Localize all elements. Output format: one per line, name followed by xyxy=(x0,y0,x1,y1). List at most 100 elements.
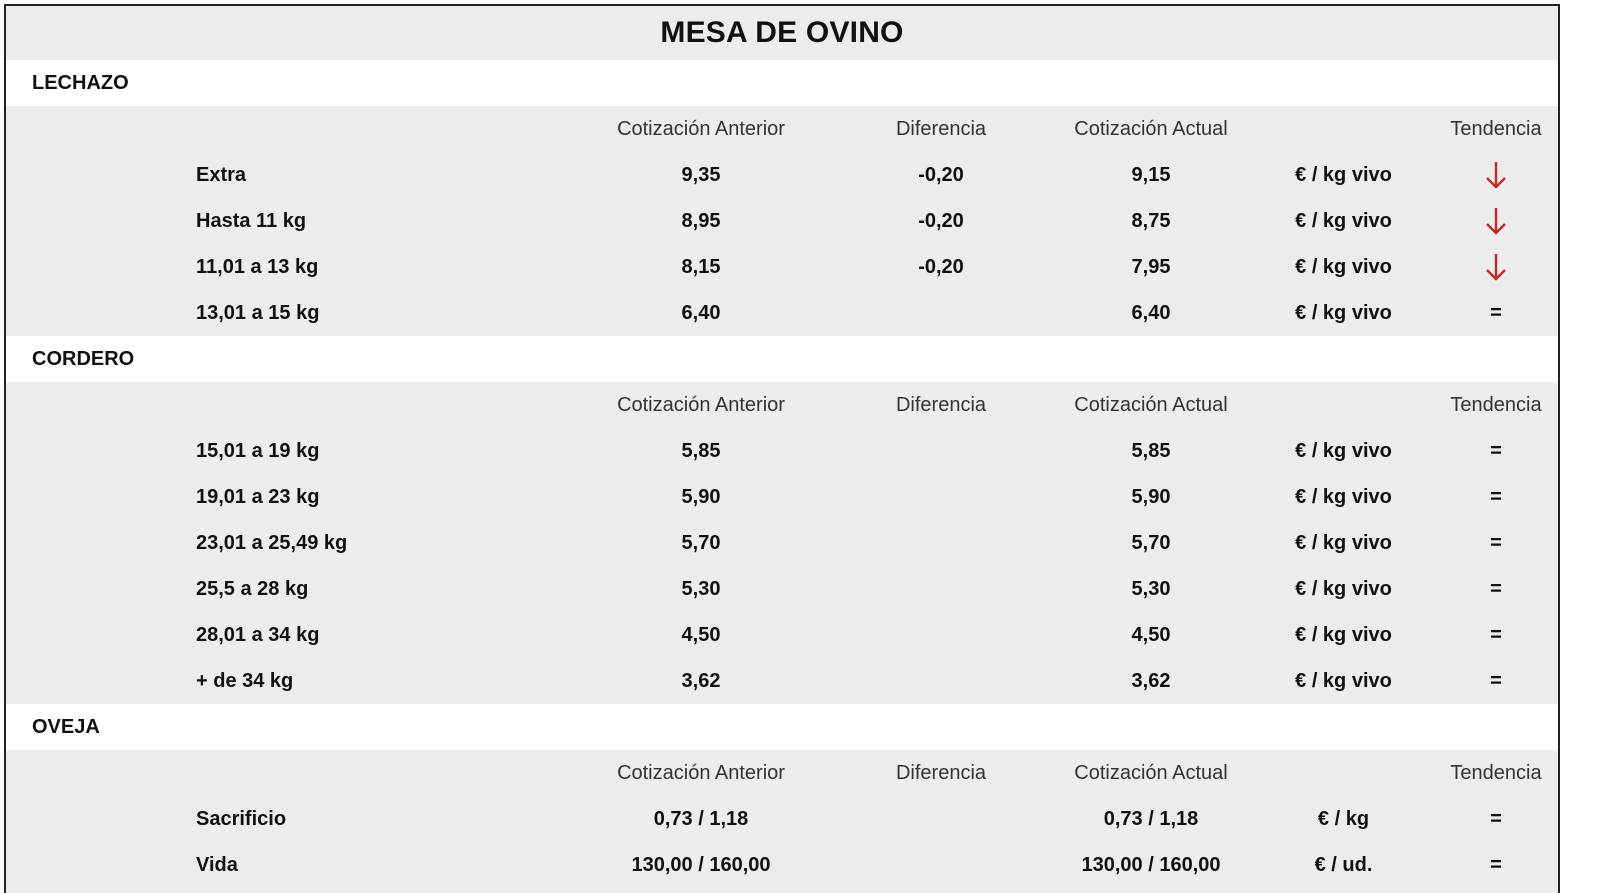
trend-cell xyxy=(1436,198,1556,244)
price-difference: -0,20 xyxy=(918,255,964,278)
previous-price: 130,00 / 160,00 xyxy=(631,853,771,876)
equal-icon: = xyxy=(1490,531,1502,554)
previous-price: 9,35 xyxy=(681,163,721,186)
price-unit: € / kg vivo xyxy=(1295,485,1392,508)
row-label: 23,01 a 25,49 kg xyxy=(196,531,348,554)
current-price: 3,62 xyxy=(1131,669,1171,692)
price-unit: € / ud. xyxy=(1314,853,1373,876)
equal-icon: = xyxy=(1490,301,1502,324)
previous-price: 5,30 xyxy=(681,577,721,600)
table-row: 13,01 a 15 kg 6,40 6,40 € / kg vivo = xyxy=(6,290,1558,336)
trend-cell xyxy=(1436,244,1556,290)
row-label: Hasta 11 kg xyxy=(196,209,307,232)
previous-price: 0,73 / 1,18 xyxy=(653,807,749,830)
header-previous: Cotización Anterior xyxy=(617,117,785,140)
previous-price: 8,95 xyxy=(681,209,721,232)
equal-icon: = xyxy=(1490,669,1502,692)
current-price: 5,85 xyxy=(1131,439,1171,462)
price-unit: € / kg vivo xyxy=(1295,623,1392,646)
price-difference xyxy=(886,796,996,842)
table-row: 25,5 a 28 kg 5,30 5,30 € / kg vivo = xyxy=(6,566,1558,612)
price-unit: € / kg vivo xyxy=(1295,163,1392,186)
row-label: Extra xyxy=(196,163,247,186)
previous-price: 5,90 xyxy=(681,485,721,508)
header-difference: Diferencia xyxy=(895,393,987,416)
table-row: Sacrificio 0,73 / 1,18 0,73 / 1,18 € / k… xyxy=(6,796,1558,842)
current-price: 5,30 xyxy=(1131,577,1171,600)
table-row: 15,01 a 19 kg 5,85 5,85 € / kg vivo = xyxy=(6,428,1558,474)
arrow-down-icon xyxy=(1486,254,1506,281)
row-label: 25,5 a 28 kg xyxy=(196,577,309,600)
price-difference xyxy=(886,520,996,566)
table-row: 28,01 a 34 kg 4,50 4,50 € / kg vivo = xyxy=(6,612,1558,658)
current-price: 8,75 xyxy=(1131,209,1171,232)
price-unit: € / kg vivo xyxy=(1295,669,1392,692)
previous-price: 6,40 xyxy=(681,301,721,324)
column-header-row: Cotización Anterior Diferencia Cotizació… xyxy=(6,106,1558,152)
equal-icon: = xyxy=(1490,623,1502,646)
price-difference xyxy=(886,474,996,520)
current-price: 0,73 / 1,18 xyxy=(1103,807,1199,830)
equal-icon: = xyxy=(1490,853,1502,876)
trend-cell xyxy=(1436,152,1556,198)
row-label: + de 34 kg xyxy=(196,669,294,692)
previous-price: 4,50 xyxy=(681,623,721,646)
column-header-row: Cotización Anterior Diferencia Cotizació… xyxy=(6,750,1558,796)
current-price: 130,00 / 160,00 xyxy=(1081,853,1221,876)
header-difference: Diferencia xyxy=(895,761,987,784)
header-difference: Diferencia xyxy=(895,117,987,140)
header-current: Cotización Actual xyxy=(1074,761,1228,784)
row-label: Vida xyxy=(196,853,238,876)
price-difference: -0,20 xyxy=(918,209,964,232)
header-trend: Tendencia xyxy=(1450,117,1542,140)
header-current: Cotización Actual xyxy=(1074,393,1228,416)
header-previous: Cotización Anterior xyxy=(617,761,785,784)
equal-icon: = xyxy=(1490,485,1502,508)
header-trend: Tendencia xyxy=(1450,761,1542,784)
table-row: + de 34 kg 3,62 3,62 € / kg vivo = xyxy=(6,658,1558,704)
price-unit: € / kg vivo xyxy=(1295,439,1392,462)
column-header-row: Cotización Anterior Diferencia Cotizació… xyxy=(6,382,1558,428)
arrow-down-icon xyxy=(1486,162,1506,189)
price-difference xyxy=(886,428,996,474)
price-table: MESA DE OVINO LECHAZO Cotización Anterio… xyxy=(4,4,1560,893)
arrow-down-icon xyxy=(1486,208,1506,235)
price-unit: € / kg xyxy=(1317,807,1370,830)
header-previous: Cotización Anterior xyxy=(617,393,785,416)
current-price: 6,40 xyxy=(1131,301,1171,324)
table-row: Hasta 11 kg 8,95 -0,20 8,75 € / kg vivo xyxy=(6,198,1558,244)
section-header-lechazo: LECHAZO xyxy=(6,60,1558,106)
page-title: MESA DE OVINO xyxy=(6,6,1558,60)
price-difference xyxy=(886,290,996,336)
row-label: 11,01 a 13 kg xyxy=(196,255,319,278)
price-unit: € / kg vivo xyxy=(1295,531,1392,554)
price-unit: € / kg vivo xyxy=(1295,255,1392,278)
price-difference xyxy=(886,658,996,704)
table-row: 11,01 a 13 kg 8,15 -0,20 7,95 € / kg viv… xyxy=(6,244,1558,290)
row-label: 15,01 a 19 kg xyxy=(196,439,320,462)
current-price: 5,90 xyxy=(1131,485,1171,508)
current-price: 4,50 xyxy=(1131,623,1171,646)
header-trend: Tendencia xyxy=(1450,393,1542,416)
equal-icon: = xyxy=(1490,439,1502,462)
previous-price: 3,62 xyxy=(681,669,721,692)
table-row: Vida 130,00 / 160,00 130,00 / 160,00 € /… xyxy=(6,842,1558,888)
previous-price: 8,15 xyxy=(681,255,721,278)
price-unit: € / kg vivo xyxy=(1295,209,1392,232)
table-row: 19,01 a 23 kg 5,90 5,90 € / kg vivo = xyxy=(6,474,1558,520)
row-label: 19,01 a 23 kg xyxy=(196,485,320,508)
previous-price: 5,70 xyxy=(681,531,721,554)
price-difference xyxy=(886,566,996,612)
equal-icon: = xyxy=(1490,577,1502,600)
table-row: 23,01 a 25,49 kg 5,70 5,70 € / kg vivo = xyxy=(6,520,1558,566)
current-price: 7,95 xyxy=(1131,255,1171,278)
row-label: 28,01 a 34 kg xyxy=(196,623,320,646)
section-header-oveja: OVEJA xyxy=(6,704,1558,750)
price-difference: -0,20 xyxy=(918,163,964,186)
row-label: 13,01 a 15 kg xyxy=(196,301,320,324)
price-unit: € / kg vivo xyxy=(1295,301,1392,324)
row-label: Sacrificio xyxy=(196,807,287,830)
previous-price: 5,85 xyxy=(681,439,721,462)
current-price: 5,70 xyxy=(1131,531,1171,554)
price-difference xyxy=(886,612,996,658)
